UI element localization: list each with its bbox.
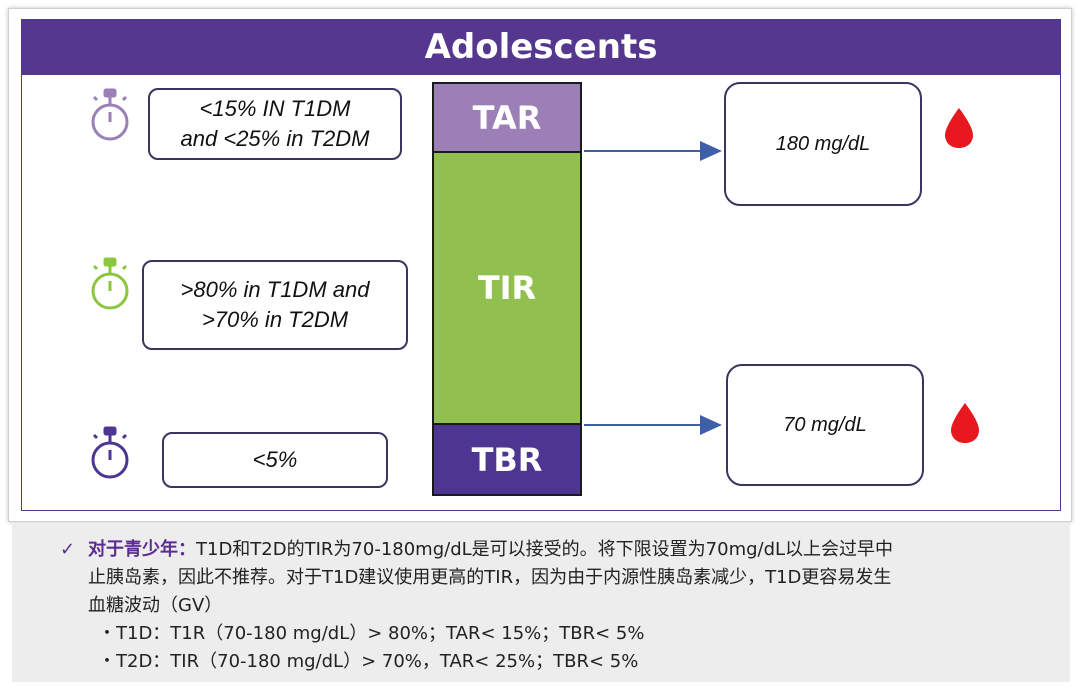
caption-line-1-text: T1D和T2D的TIR为70-180mg/dL是可以接受的。将下限设置为70mg…	[196, 539, 894, 560]
diagram-title: Adolescents	[21, 19, 1061, 74]
tbr-target-box: <5%	[162, 432, 388, 488]
stopwatch-icon-tbr	[91, 426, 129, 479]
check-icon: ✓	[60, 539, 76, 560]
upper-threshold-box: 180 mg/dL	[724, 82, 922, 206]
caption-bullet-t1d: ・T1D：T1R（70-180 mg/dL）> 80%；TAR< 15%；TBR…	[98, 623, 645, 644]
blood-drop-icon-lower	[951, 403, 979, 443]
caption-line-1: 对于青少年：T1D和T2D的TIR为70-180mg/dL是可以接受的。将下限设…	[88, 536, 893, 564]
caption-panel: ✓ 对于青少年：T1D和T2D的TIR为70-180mg/dL是可以接受的。将下…	[12, 524, 1070, 682]
caption-bullet-t2d: ・T2D：TIR（70-180 mg/dL）> 70%，TAR< 25%；TBR…	[98, 651, 639, 672]
caption-lead: 对于青少年：	[88, 539, 196, 560]
stopwatch-icon-tar	[91, 88, 129, 141]
blood-drop-icon-upper	[945, 108, 973, 148]
tir-target-box: >80% in T1DM and >70% in T2DM	[142, 260, 408, 350]
tir-segment: TIR	[434, 153, 580, 425]
lower-threshold-box: 70 mg/dL	[726, 364, 924, 486]
diagram-panel	[21, 74, 1061, 511]
caption-line-2: 止胰岛素，因此不推荐。对于T1D建议使用更高的TIR，因为由于内源性胰岛素减少，…	[88, 567, 892, 588]
tbr-segment: TBR	[434, 425, 580, 494]
caption-line-3: 血糖波动（GV）	[88, 595, 223, 616]
tar-segment: TAR	[434, 84, 580, 153]
tar-target-box: <15% IN T1DM and <25% in T2DM	[148, 88, 402, 160]
stopwatch-icon-tir	[91, 257, 129, 310]
glucose-range-bar: TAR TIR TBR	[432, 82, 582, 496]
